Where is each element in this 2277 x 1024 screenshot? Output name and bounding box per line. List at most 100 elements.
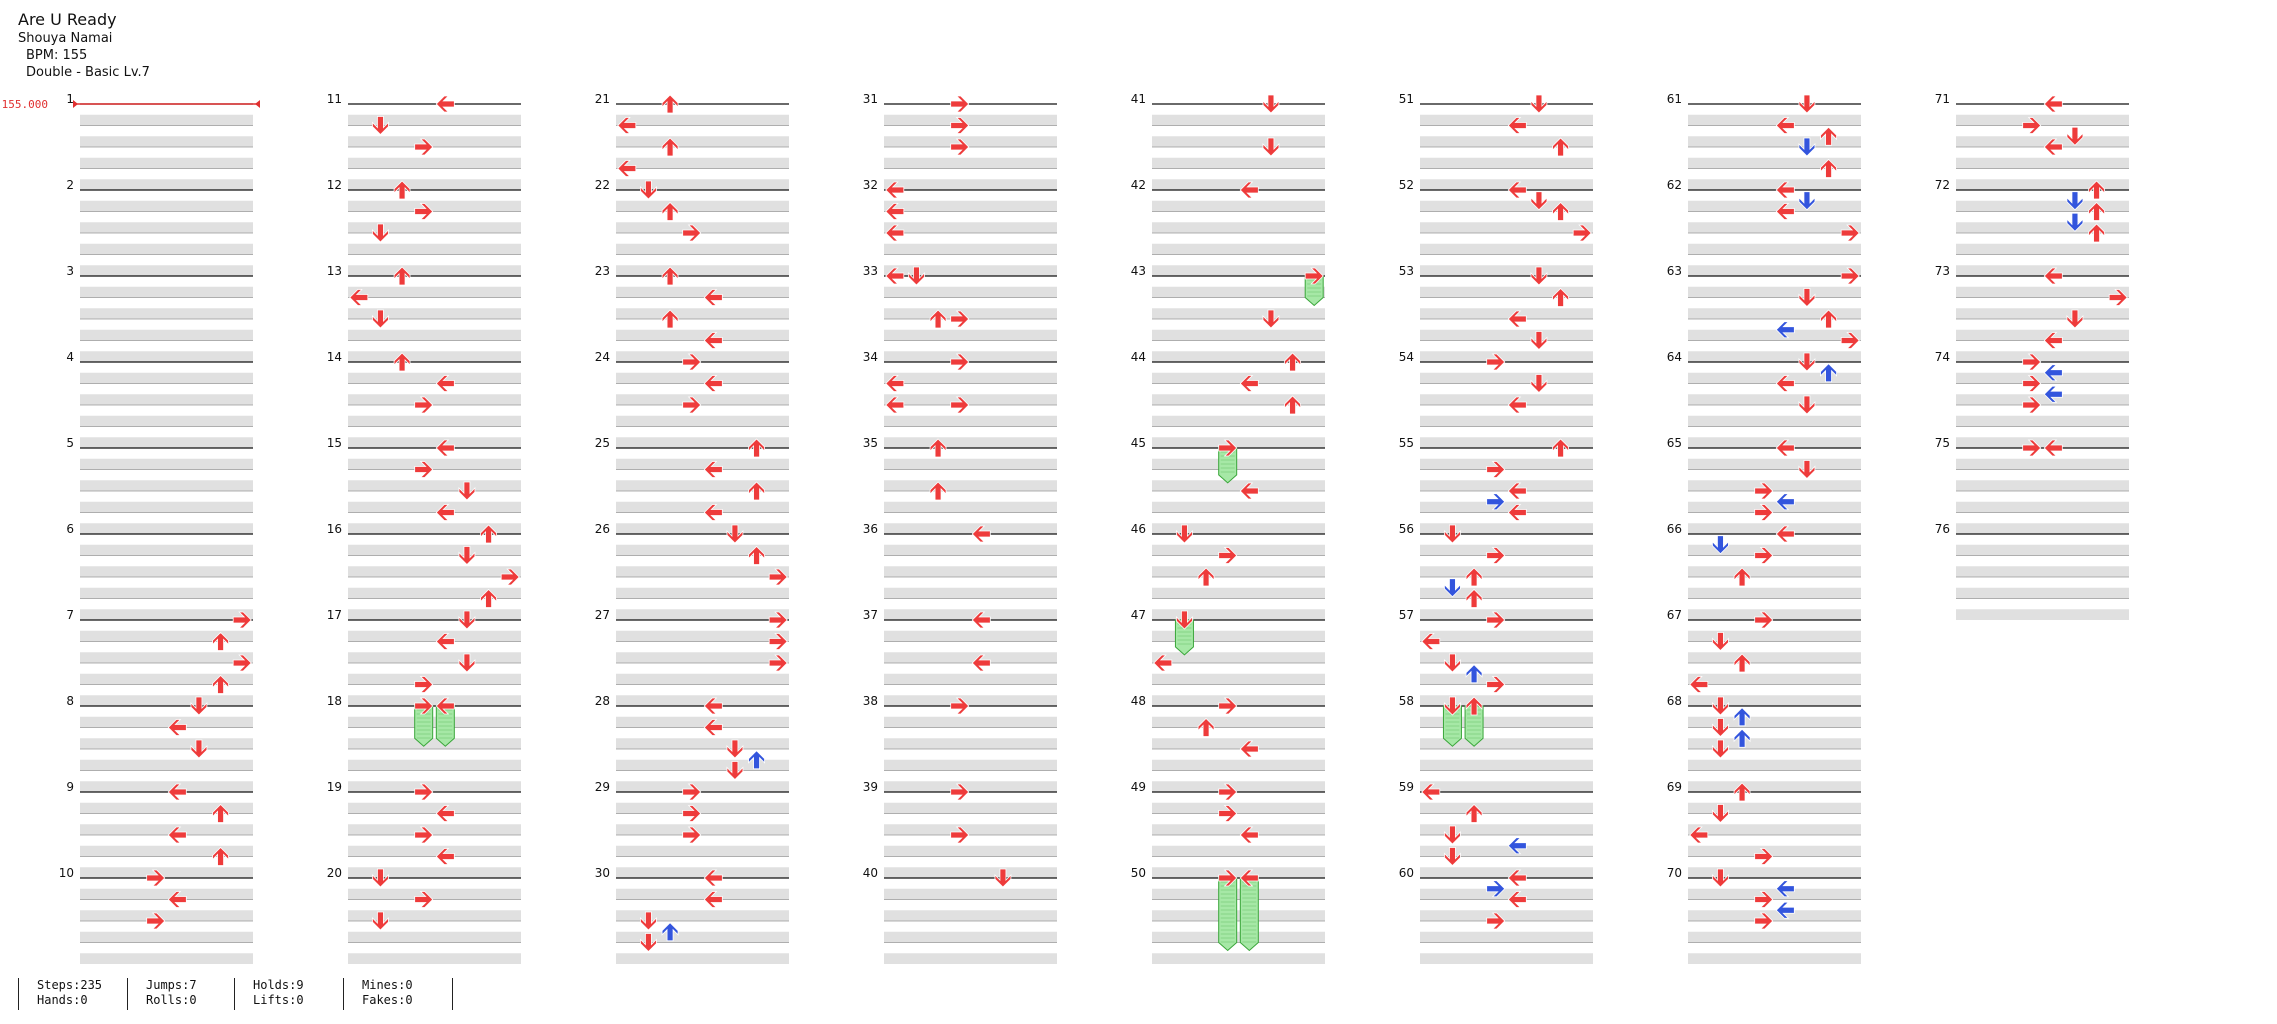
beat-band — [1152, 200, 1325, 212]
arrow-down-icon — [1798, 352, 1816, 372]
arrow-right-icon — [1840, 267, 1860, 285]
measure-number: 33 — [863, 264, 878, 278]
arrow-left-icon — [1775, 117, 1795, 134]
beat-band — [884, 695, 1057, 706]
arrow-left-icon — [885, 203, 905, 220]
arrow-right-icon — [1840, 332, 1860, 349]
measure-number: 48 — [1131, 694, 1146, 708]
arrow-up-icon — [1733, 707, 1751, 727]
arrow-right-icon — [146, 912, 166, 930]
measure-number: 29 — [595, 780, 610, 794]
arrow-right-icon — [1304, 267, 1324, 285]
measure-number: 40 — [863, 866, 878, 880]
beat-band — [1420, 738, 1593, 749]
beat-band — [1420, 802, 1593, 814]
beat-band — [1688, 372, 1861, 384]
arrow-left-icon — [971, 654, 991, 672]
beat-band — [616, 888, 789, 900]
beat-band — [348, 222, 521, 233]
arrow-up-icon — [748, 438, 765, 458]
beat-band — [80, 286, 253, 298]
arrow-right-icon — [2108, 289, 2128, 306]
arrow-down-icon — [1444, 696, 1461, 716]
measure-number: 3 — [66, 264, 74, 278]
arrow-right-icon — [2022, 396, 2042, 414]
arrow-right-icon — [1486, 611, 1506, 629]
arrow-left-icon — [885, 267, 905, 285]
beat-band — [884, 781, 1057, 792]
measure-number: 47 — [1131, 608, 1146, 622]
beat-band — [1152, 652, 1325, 663]
arrow-left-icon — [1239, 482, 1259, 500]
beat-band — [1420, 888, 1593, 900]
beat-band — [1420, 673, 1593, 685]
beat-band — [884, 716, 1057, 728]
arrow-left-icon — [2043, 138, 2063, 156]
beat-band — [616, 673, 789, 685]
beat-band — [80, 781, 253, 792]
beat-band — [348, 695, 521, 706]
beat-band — [1420, 415, 1593, 427]
measure-number: 32 — [863, 178, 878, 192]
beat-band — [80, 652, 253, 663]
arrow-left-icon — [1239, 826, 1259, 844]
arrow-right-icon — [1754, 504, 1774, 521]
beat-band — [348, 308, 521, 319]
beat-band — [1420, 566, 1593, 577]
arrow-down-icon — [1798, 288, 1816, 308]
beat-band — [348, 351, 521, 362]
beat-band — [1688, 931, 1861, 943]
beat-band — [1956, 136, 2129, 147]
beat-band — [348, 781, 521, 792]
beat-band — [1688, 200, 1861, 212]
arrow-left-icon — [1775, 493, 1795, 511]
arrow-left-icon — [1775, 880, 1795, 898]
beat-band — [1688, 286, 1861, 298]
beat-band — [1420, 931, 1593, 943]
measure-number: 67 — [1667, 608, 1682, 622]
beat-band — [884, 953, 1057, 964]
beat-band — [884, 523, 1057, 534]
beat-band — [80, 888, 253, 900]
beat-band — [1420, 394, 1593, 405]
beat-band — [1956, 329, 2129, 341]
beat-band — [1420, 286, 1593, 298]
arrow-up-icon — [661, 266, 679, 286]
beat-band — [884, 157, 1057, 169]
beat-band — [1956, 372, 2129, 384]
beat-band — [1956, 222, 2129, 233]
beat-band — [884, 931, 1057, 943]
beat-band — [616, 845, 789, 857]
arrow-left-icon — [435, 504, 455, 521]
beat-band — [80, 523, 253, 534]
arrow-right-icon — [414, 676, 434, 693]
arrow-up-icon — [661, 922, 679, 942]
beat-band — [1956, 523, 2129, 534]
beat-band — [348, 609, 521, 620]
arrow-up-icon — [1284, 352, 1301, 372]
arrow-down-icon — [1712, 868, 1729, 888]
measure-number: 12 — [327, 178, 342, 192]
arrow-right-icon — [414, 697, 434, 715]
beat-band — [1420, 781, 1593, 792]
arrow-left-icon — [2043, 95, 2063, 113]
beat-band — [1152, 566, 1325, 577]
beat-band — [616, 222, 789, 233]
arrow-down-icon — [372, 116, 389, 136]
beat-band — [1688, 179, 1861, 190]
step-chart: 1234567891011121314151617181920212223242… — [2, 92, 2129, 964]
arrow-right-icon — [2022, 353, 2042, 371]
beat-band — [348, 179, 521, 190]
beat-band — [1688, 630, 1861, 642]
beat-band — [1152, 609, 1325, 620]
arrow-right-icon — [768, 568, 788, 586]
beat-band — [1688, 888, 1861, 900]
measure-number: 49 — [1131, 780, 1146, 794]
arrow-left-icon — [1689, 826, 1709, 844]
bpm-marker-icon — [255, 100, 260, 108]
beat-band — [80, 802, 253, 814]
beat-band — [1956, 157, 2129, 169]
beat-band — [1956, 544, 2129, 556]
arrow-up-icon — [748, 481, 765, 501]
beat-band — [616, 308, 789, 319]
